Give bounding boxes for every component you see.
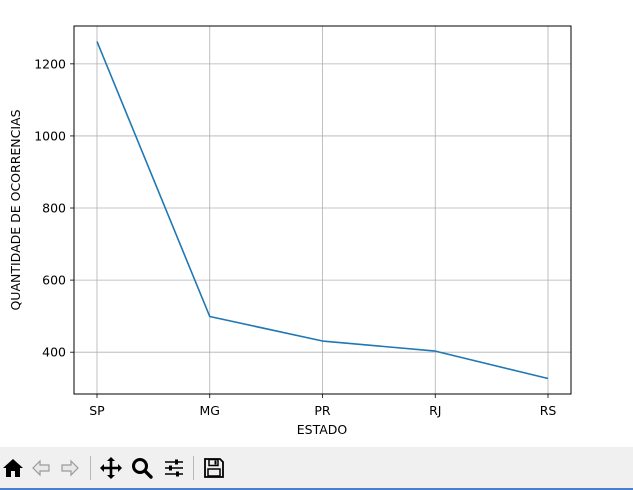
y-axis: 400 600 800 1000 1200 <box>34 56 74 360</box>
x-axis: SP MG PR RJ RS <box>89 394 556 418</box>
y-tick-label: 800 <box>42 201 66 216</box>
x-axis-label: ESTADO <box>297 422 348 437</box>
navigation-toolbar <box>0 447 633 490</box>
floppy-disk-icon <box>204 458 224 478</box>
pan-button[interactable] <box>98 455 124 481</box>
toolbar-separator <box>90 456 91 480</box>
x-tick-label: RJ <box>429 403 441 418</box>
arrow-right-icon <box>61 459 79 477</box>
x-tick-label: PR <box>314 403 331 418</box>
series <box>96 41 549 380</box>
series-line <box>96 41 549 380</box>
x-tick-label: SP <box>89 403 105 418</box>
line-chart: SP MG PR RJ RS 400 600 800 1000 1200 ESTADO QUAN… <box>8 25 572 437</box>
configure-subplots-button[interactable] <box>161 455 187 481</box>
y-tick-label: 1200 <box>34 56 66 71</box>
home-icon <box>3 459 23 477</box>
y-axis-label: QUANTIDADE DE OCORRENCIAS <box>8 109 23 310</box>
toolbar-separator <box>193 456 194 480</box>
home-button[interactable] <box>0 455 26 481</box>
x-tick-label: MG <box>200 403 220 418</box>
x-tick-label: RS <box>540 403 557 418</box>
figure: SP MG PR RJ RS 400 600 800 1000 1200 ESTADO QUAN… <box>8 25 572 437</box>
y-tick-label: 400 <box>42 345 66 360</box>
save-button[interactable] <box>201 455 227 481</box>
magnifier-icon <box>132 458 153 479</box>
y-tick-label: 600 <box>42 273 66 288</box>
arrow-left-icon <box>32 459 50 477</box>
y-tick-label: 1000 <box>34 128 66 143</box>
sliders-icon <box>165 459 183 477</box>
zoom-button[interactable] <box>129 455 155 481</box>
move-icon <box>100 457 122 479</box>
back-button[interactable] <box>28 455 54 481</box>
forward-button[interactable] <box>57 455 83 481</box>
grid <box>74 26 571 394</box>
